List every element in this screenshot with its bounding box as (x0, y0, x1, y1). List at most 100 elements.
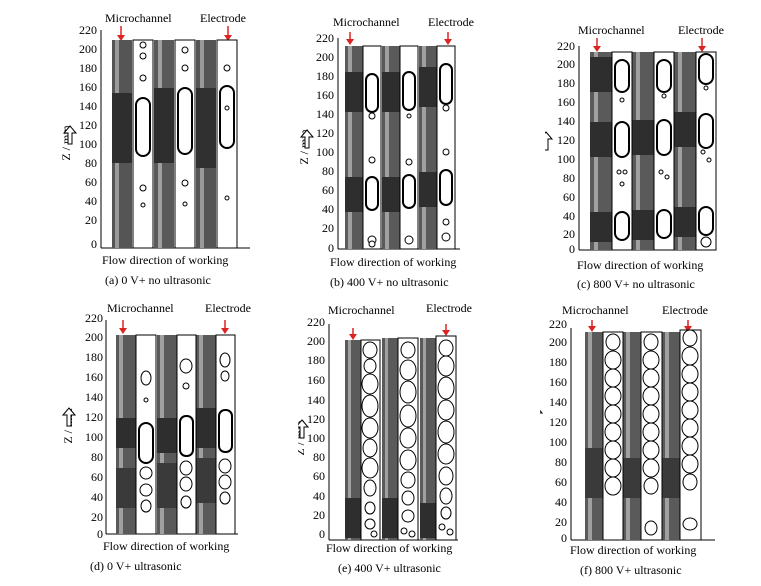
svg-text:40: 40 (555, 495, 567, 509)
arrow-down-icon (684, 320, 692, 332)
electrode-label: Electrode (205, 301, 251, 315)
svg-text:100: 100 (557, 152, 575, 166)
svg-text:60: 60 (322, 183, 334, 197)
svg-text:180: 180 (79, 61, 97, 75)
svg-text:180: 180 (557, 76, 575, 90)
svg-text:60: 60 (313, 469, 325, 483)
up-arrow-icon (300, 129, 315, 149)
svg-text:220: 220 (316, 31, 334, 45)
microchannel-label: Microchannel (333, 15, 400, 29)
svg-text:140: 140 (307, 393, 325, 407)
microchannel-label: Microchannel (578, 23, 645, 37)
svg-text:20: 20 (85, 213, 97, 227)
panel-c: Microchannel Electrode Flow direction of… (545, 12, 755, 297)
svg-text:20: 20 (563, 227, 575, 241)
tick-labels: 220 200 180 160 140 120 100 80 60 40 20 … (85, 311, 103, 541)
svg-text:180: 180 (307, 353, 325, 367)
flow-label: Flow direction of working (577, 258, 704, 272)
arrow-down-icon (349, 328, 357, 340)
svg-text:220: 220 (307, 315, 325, 329)
svg-text:120: 120 (316, 126, 334, 140)
svg-text:160: 160 (307, 373, 325, 387)
electrode-label: Electrode (662, 303, 708, 317)
up-arrow-icon (62, 125, 78, 145)
svg-text:0: 0 (328, 241, 334, 255)
microchannel-label: Microchannel (562, 303, 629, 317)
svg-text:200: 200 (316, 50, 334, 64)
flow-label: Flow direction of working (102, 253, 229, 267)
tick-labels: 220 200 180 160 140 120 100 80 60 40 20 … (557, 39, 575, 256)
svg-text:160: 160 (79, 80, 97, 94)
svg-text:40: 40 (85, 194, 97, 208)
svg-text:100: 100 (549, 435, 567, 449)
svg-text:0: 0 (561, 531, 567, 543)
arrow-down-icon (593, 38, 601, 52)
svg-text:100: 100 (307, 431, 325, 445)
svg-text:120: 120 (85, 410, 103, 424)
arrow-down-icon (117, 26, 125, 41)
electrode-label: Electrode (428, 15, 474, 29)
svg-text:180: 180 (85, 350, 103, 364)
panel-figure: Z / mm 220 200 180 160 140 120 100 80 60… (61, 311, 238, 541)
panel-a: Microchannel Electrode Flow direction of… (60, 8, 260, 293)
svg-text:200: 200 (79, 42, 97, 56)
svg-text:220: 220 (557, 39, 575, 53)
svg-text:180: 180 (316, 69, 334, 83)
panel-caption: (a) 0 V+ no ultrasonic (105, 273, 211, 287)
arrow-down-icon (221, 320, 229, 334)
arrow-down-icon (119, 320, 127, 334)
microchannel-label: Microchannel (107, 301, 174, 315)
svg-text:160: 160 (85, 370, 103, 384)
svg-text:180: 180 (549, 355, 567, 369)
svg-text:200: 200 (557, 57, 575, 71)
svg-text:60: 60 (85, 175, 97, 189)
microchannel-label: Microchannel (105, 11, 172, 25)
svg-text:100: 100 (316, 145, 334, 159)
panel-caption: (e) 400 V+ ultrasonic (338, 561, 441, 575)
panel-caption: (d) 0 V+ ultrasonic (90, 559, 182, 573)
svg-text:40: 40 (563, 209, 575, 223)
svg-text:140: 140 (79, 99, 97, 113)
svg-text:200: 200 (549, 335, 567, 349)
svg-text:80: 80 (322, 164, 334, 178)
svg-text:160: 160 (549, 375, 567, 389)
panel-e: Microchannel Electrode Flow direction of… (298, 298, 508, 583)
panel-d: Microchannel Electrode Flow direction of… (60, 298, 260, 583)
svg-text:160: 160 (557, 95, 575, 109)
tick-labels: 220 200 180 160 140 120 100 80 60 40 20 … (316, 31, 334, 255)
panel-caption: (b) 400 V+ no ultrasonic (330, 275, 449, 289)
flow-label: Flow direction of working (570, 543, 697, 557)
flow-label: Flow direction of working (103, 539, 230, 553)
svg-text:20: 20 (313, 508, 325, 522)
panel-figure: Z / mm 220 200 180 160 140 120 100 80 60… (60, 23, 250, 251)
arrow-down-icon (588, 320, 596, 332)
microchannel-label: Microchannel (328, 303, 395, 317)
svg-text:40: 40 (322, 202, 334, 216)
flow-label: Flow direction of working (326, 541, 453, 555)
svg-text:120: 120 (557, 133, 575, 147)
svg-text:200: 200 (307, 334, 325, 348)
up-arrow-icon (298, 419, 310, 439)
panel-figure: Z / mm 220 200 180 160 140 120 100 80 60… (540, 317, 715, 543)
svg-text:0: 0 (319, 527, 325, 541)
arrow-down-icon (346, 32, 354, 45)
arrow-down-icon (698, 38, 706, 52)
arrow-down-icon (444, 32, 452, 45)
svg-text:160: 160 (316, 88, 334, 102)
up-arrow-icon (61, 407, 77, 427)
svg-text:80: 80 (555, 455, 567, 469)
svg-text:220: 220 (79, 23, 97, 37)
electrode-label: Electrode (200, 11, 246, 25)
svg-text:80: 80 (91, 450, 103, 464)
svg-text:60: 60 (555, 475, 567, 489)
electrode-label: Electrode (426, 301, 472, 315)
up-arrow-icon (540, 409, 544, 414)
svg-text:100: 100 (79, 137, 97, 151)
svg-text:80: 80 (563, 171, 575, 185)
tick-labels: 220 200 180 160 140 120 100 80 60 40 20 … (79, 23, 97, 251)
electrode-label: Electrode (678, 23, 724, 37)
tick-labels: 220 200 180 160 140 120 100 80 60 40 20 … (549, 317, 567, 543)
panel-caption: (f) 800 V+ ultrasonic (580, 563, 682, 577)
svg-text:140: 140 (557, 114, 575, 128)
svg-text:80: 80 (313, 450, 325, 464)
